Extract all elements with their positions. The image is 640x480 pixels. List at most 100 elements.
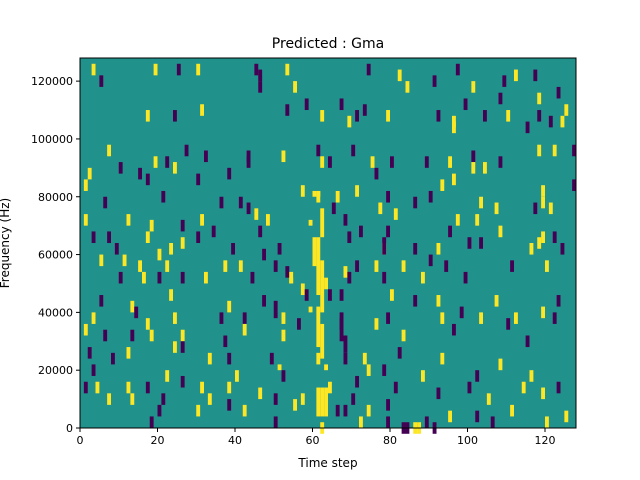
heatmap-cell xyxy=(165,370,170,382)
heatmap-cell xyxy=(548,115,553,128)
heatmap-cell xyxy=(498,92,503,105)
heatmap-cell xyxy=(130,300,135,313)
heatmap-cell xyxy=(95,381,100,394)
heatmap-cell xyxy=(273,416,278,428)
heatmap-cell xyxy=(227,300,232,313)
heatmap-cell xyxy=(118,271,123,284)
heatmap-cell xyxy=(320,110,325,122)
heatmap-cell xyxy=(219,196,224,209)
heatmap-cell xyxy=(235,370,239,382)
heatmap-cell xyxy=(560,243,565,255)
heatmap-cell xyxy=(165,156,170,168)
y-tick-label: 80000 xyxy=(38,191,73,204)
heatmap-cell xyxy=(184,144,189,157)
heatmap-cell xyxy=(459,306,464,319)
heatmap-band xyxy=(324,387,328,417)
heatmap-cell xyxy=(161,190,166,203)
heatmap-cell xyxy=(525,121,530,134)
heatmap-cell xyxy=(529,243,534,255)
heatmap-cell xyxy=(145,231,150,243)
heatmap-cell xyxy=(401,260,406,272)
heatmap-cell xyxy=(207,393,212,405)
heatmap-cell xyxy=(572,144,576,157)
heatmap-cell xyxy=(471,162,476,174)
heatmap-cell xyxy=(541,306,545,319)
heatmap-cell xyxy=(374,260,379,272)
heatmap-cell xyxy=(463,98,468,111)
heatmap-cell xyxy=(436,387,441,400)
heatmap-cell xyxy=(207,352,212,365)
heatmap-cell xyxy=(355,185,359,197)
x-tick-label: 80 xyxy=(383,434,397,447)
heatmap-cell xyxy=(366,404,371,417)
heatmap-cell xyxy=(428,190,433,203)
heatmap-cell xyxy=(126,347,131,359)
heatmap-cell xyxy=(238,196,243,209)
heatmap-cell xyxy=(339,98,344,111)
heatmap-cell xyxy=(378,202,383,215)
heatmap-cell xyxy=(479,237,483,249)
heatmap-cell xyxy=(335,404,340,417)
heatmap-background xyxy=(80,58,576,428)
heatmap-cell xyxy=(161,393,166,405)
heatmap-cell xyxy=(122,254,127,267)
heatmap-cell xyxy=(486,393,491,405)
x-axis-label: Time step xyxy=(297,456,357,470)
heatmap-cell xyxy=(304,98,309,111)
heatmap-band xyxy=(320,260,325,313)
heatmap-cell xyxy=(362,104,367,116)
heatmap-cell xyxy=(393,208,398,220)
heatmap-cell xyxy=(153,63,158,76)
heatmap-cell xyxy=(386,225,390,238)
heatmap-cell xyxy=(300,393,305,405)
heatmap-cell xyxy=(157,271,162,284)
heatmap-cell xyxy=(134,306,139,319)
heatmap-band xyxy=(308,306,313,313)
heatmap-cell xyxy=(227,381,232,394)
heatmap-cell xyxy=(130,393,135,405)
heatmap-cell xyxy=(250,271,255,284)
heatmap-cell xyxy=(219,312,224,324)
heatmap-cell xyxy=(405,81,410,93)
x-tick-label: 20 xyxy=(151,434,165,447)
heatmap-cell xyxy=(196,173,201,186)
heatmap-cell xyxy=(300,185,305,197)
heatmap-cell xyxy=(514,69,518,82)
heatmap-cell xyxy=(149,329,154,342)
heatmap-cell xyxy=(335,190,340,203)
heatmap-cell xyxy=(204,271,208,284)
heatmap-cell xyxy=(525,335,530,348)
heatmap-cell xyxy=(231,243,235,255)
heatmap-cell xyxy=(537,144,542,157)
heatmap-cell xyxy=(440,352,445,365)
heatmap-cell xyxy=(556,86,561,99)
heatmap-cell xyxy=(343,352,348,365)
heatmap-cell xyxy=(541,185,545,197)
heatmap-cell xyxy=(351,393,356,405)
heatmap-cell xyxy=(382,364,387,376)
heatmap-cell xyxy=(506,318,511,330)
heatmap-cell xyxy=(455,63,460,76)
heatmap-cell xyxy=(483,162,487,174)
heatmap-cell xyxy=(149,219,154,232)
heatmap-cell xyxy=(386,312,390,324)
heatmap-cell xyxy=(285,63,290,76)
heatmap-cell xyxy=(103,329,108,342)
heatmap-cell xyxy=(390,156,394,168)
heatmap-cell xyxy=(463,271,468,284)
heatmap-cell xyxy=(99,75,104,87)
heatmap-band xyxy=(316,237,321,296)
heatmap-cell xyxy=(273,393,278,405)
heatmap-cell xyxy=(285,104,290,116)
heatmap-cell xyxy=(347,231,352,243)
heatmap-cell xyxy=(83,179,88,191)
heatmap-cell xyxy=(421,370,425,382)
heatmap-cell xyxy=(455,214,460,226)
heatmap-cell xyxy=(169,243,173,255)
x-axis-ticks: 0 20 40 60 80 100 120 xyxy=(77,428,556,447)
heatmap-cell xyxy=(266,214,270,226)
heatmap-cell xyxy=(564,410,569,423)
heatmap-cell xyxy=(242,404,247,417)
heatmap-cell xyxy=(258,69,263,82)
